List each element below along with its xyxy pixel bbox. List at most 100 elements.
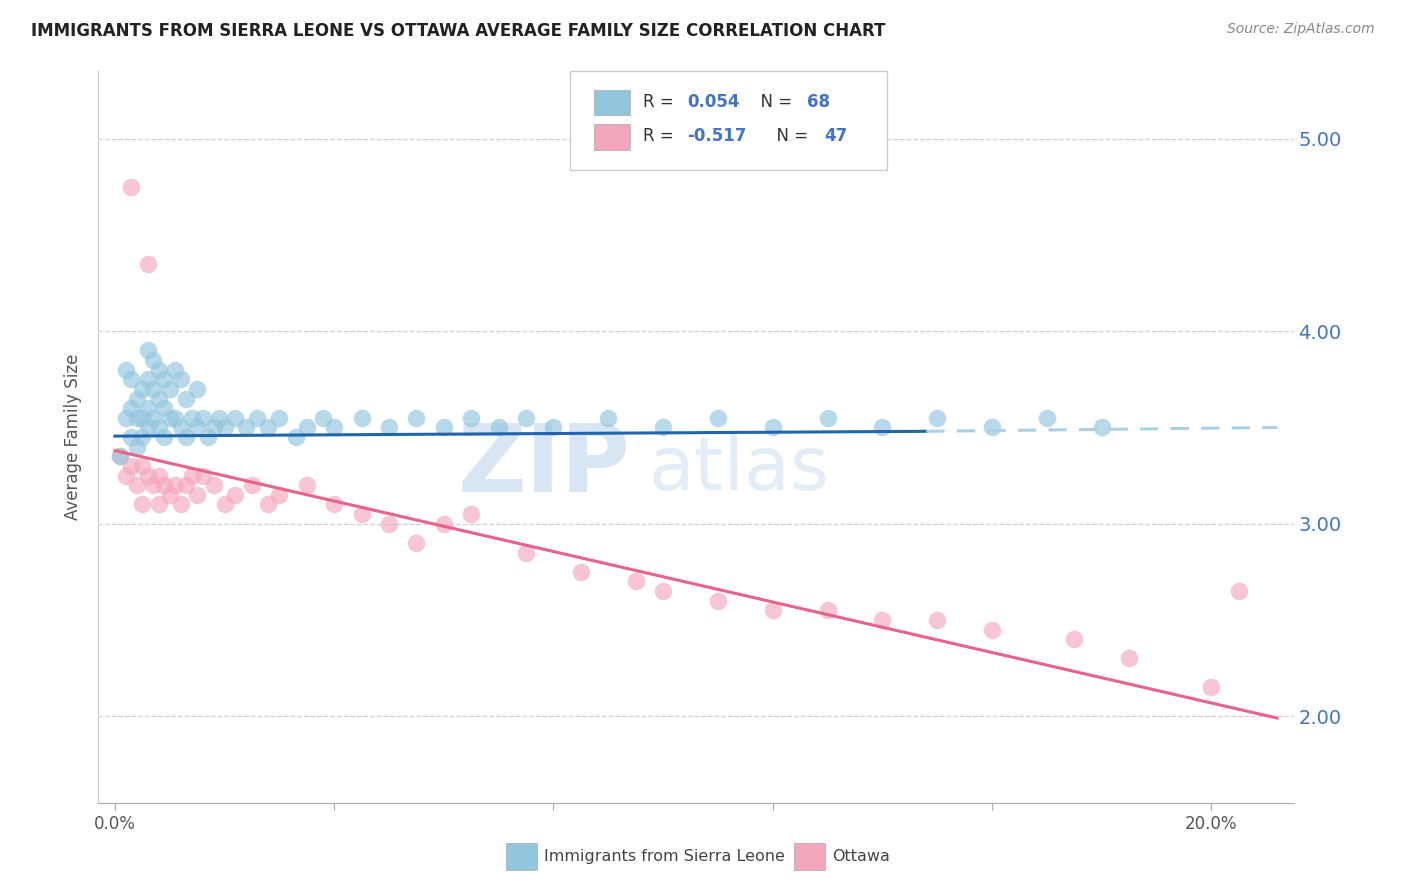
FancyBboxPatch shape	[595, 124, 630, 150]
Point	[110, 450, 132, 464]
Point	[350, 410, 373, 425]
Point	[598, 410, 620, 425]
Text: ZIP: ZIP	[457, 420, 630, 512]
Point	[312, 410, 335, 425]
Point	[197, 430, 219, 444]
Point	[927, 410, 949, 425]
Point	[120, 179, 142, 194]
FancyBboxPatch shape	[571, 71, 887, 170]
Point	[180, 468, 202, 483]
Point	[153, 372, 176, 386]
Point	[235, 420, 257, 434]
Point	[350, 507, 373, 521]
Point	[269, 488, 291, 502]
Point	[543, 420, 565, 434]
Point	[872, 613, 894, 627]
Point	[131, 430, 153, 444]
Point	[120, 430, 142, 444]
Point	[1036, 410, 1059, 425]
Point	[214, 420, 236, 434]
Point	[136, 257, 159, 271]
Point	[1091, 420, 1114, 434]
Point	[159, 488, 181, 502]
Point	[817, 603, 839, 617]
Point	[257, 498, 280, 512]
Point	[214, 498, 236, 512]
Point	[1227, 584, 1250, 599]
Point	[515, 545, 537, 559]
Point	[136, 343, 159, 358]
Point	[202, 420, 225, 434]
Point	[165, 410, 187, 425]
Point	[762, 420, 785, 434]
Point	[240, 478, 263, 492]
Point	[148, 468, 170, 483]
Point	[460, 507, 482, 521]
Point	[1118, 651, 1140, 665]
Text: R =: R =	[644, 127, 679, 145]
Point	[136, 401, 159, 416]
Point	[114, 468, 136, 483]
Point	[378, 420, 401, 434]
Point	[224, 410, 246, 425]
Text: atlas: atlas	[648, 434, 830, 507]
Y-axis label: Average Family Size: Average Family Size	[63, 354, 82, 520]
Point	[186, 382, 208, 396]
Point	[433, 420, 456, 434]
Point	[180, 410, 202, 425]
Point	[246, 410, 269, 425]
Point	[624, 574, 647, 589]
Point	[224, 488, 246, 502]
Point	[153, 478, 176, 492]
Point	[652, 584, 675, 599]
Point	[488, 420, 510, 434]
Text: N =: N =	[749, 94, 797, 112]
Point	[569, 565, 592, 579]
Point	[927, 613, 949, 627]
Point	[125, 410, 148, 425]
Point	[136, 468, 159, 483]
Point	[159, 382, 181, 396]
Point	[125, 440, 148, 454]
Point	[114, 410, 136, 425]
Point	[981, 623, 1004, 637]
Point	[323, 498, 346, 512]
Point	[148, 362, 170, 376]
Point	[142, 353, 165, 368]
Point	[378, 516, 401, 531]
Text: IMMIGRANTS FROM SIERRA LEONE VS OTTAWA AVERAGE FAMILY SIZE CORRELATION CHART: IMMIGRANTS FROM SIERRA LEONE VS OTTAWA A…	[31, 22, 886, 40]
Point	[131, 498, 153, 512]
Point	[165, 362, 187, 376]
Point	[131, 458, 153, 473]
Point	[120, 458, 142, 473]
Text: Immigrants from Sierra Leone: Immigrants from Sierra Leone	[544, 849, 785, 863]
Point	[186, 420, 208, 434]
Point	[295, 478, 318, 492]
Point	[208, 410, 231, 425]
Point	[1201, 681, 1223, 695]
Point	[707, 593, 730, 607]
Text: 47: 47	[824, 127, 846, 145]
Point	[131, 382, 153, 396]
Point	[136, 372, 159, 386]
FancyBboxPatch shape	[595, 90, 630, 115]
Point	[114, 362, 136, 376]
Point	[136, 420, 159, 434]
Text: 68: 68	[807, 94, 830, 112]
Point	[186, 488, 208, 502]
Point	[174, 478, 197, 492]
Point	[131, 410, 153, 425]
Point	[169, 372, 191, 386]
Text: N =: N =	[766, 127, 814, 145]
Point	[165, 478, 187, 492]
Point	[125, 478, 148, 492]
Point	[323, 420, 346, 434]
Point	[872, 420, 894, 434]
Point	[433, 516, 456, 531]
Text: 0.054: 0.054	[688, 94, 740, 112]
Point	[817, 410, 839, 425]
Point	[295, 420, 318, 434]
Point	[269, 410, 291, 425]
Point	[148, 420, 170, 434]
Point	[405, 410, 427, 425]
